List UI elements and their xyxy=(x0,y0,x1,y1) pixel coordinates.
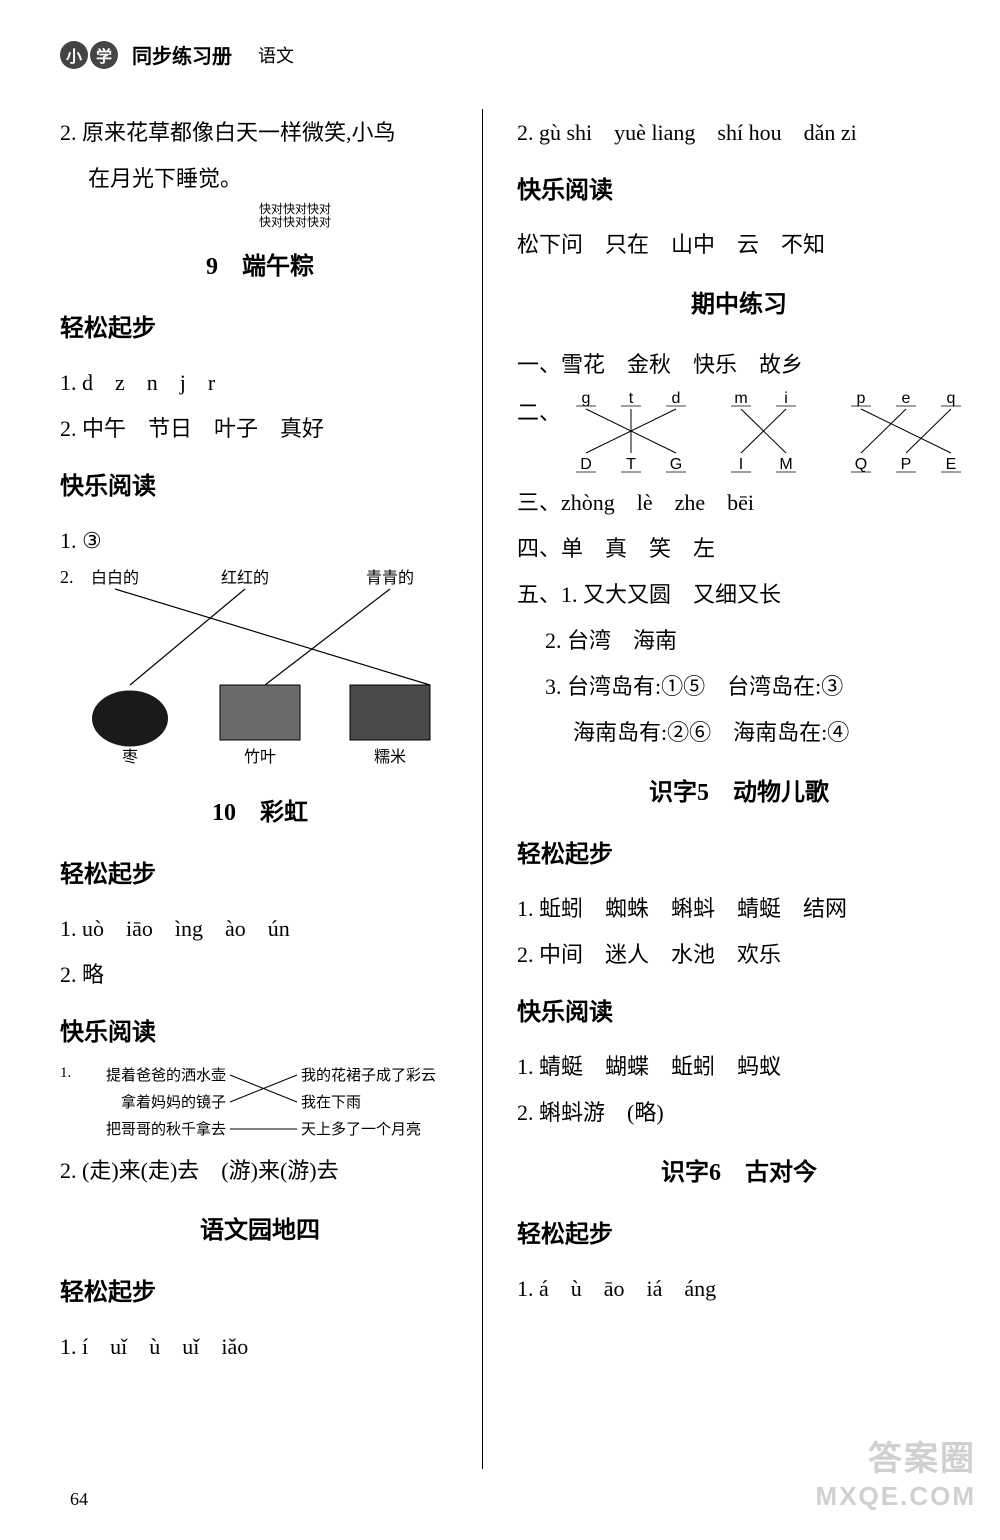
intro-line-2: 在月光下睡觉。 xyxy=(60,157,460,201)
left-column: 2. 原来花草都像白天一样微笑,小鸟 在月光下睡觉。 快对快对快对 快对快对快对… xyxy=(60,109,483,1469)
svg-text:拿着妈妈的镜子: 拿着妈妈的镜子 xyxy=(121,1093,226,1111)
svg-text:2.: 2. xyxy=(60,567,74,587)
match1-svg: 2. 白白的 红红的 青青的枣 竹叶 糯米 xyxy=(60,565,460,775)
shizi6-title: 识字6 古对今 xyxy=(517,1149,961,1197)
m5-2: 2. 台湾 海南 xyxy=(517,619,961,663)
heading-kuaile-sz5: 快乐阅读 xyxy=(517,989,961,1037)
svg-text:红红的: 红红的 xyxy=(221,569,269,587)
r-poem: 松下问 只在 山中 云 不知 xyxy=(517,223,961,267)
svg-text:把哥哥的秋千拿去: 把哥哥的秋千拿去 xyxy=(106,1120,226,1138)
heading-kuaile-9: 快乐阅读 xyxy=(60,463,460,511)
svg-text:I: I xyxy=(739,456,743,473)
sz5-2: 2. 中间 迷人 水池 欢乐 xyxy=(517,933,961,977)
m3: 三、zhòng lè zhe bēi xyxy=(517,481,961,525)
sz5-k1: 1. 蜻蜓 蝴蝶 蚯蚓 蚂蚁 xyxy=(517,1045,961,1089)
svg-text:糯米: 糯米 xyxy=(374,748,406,766)
svg-text:P: P xyxy=(901,456,912,473)
svg-text:天上多了一个月亮: 天上多了一个月亮 xyxy=(301,1121,421,1138)
watermark-1: 答案圈 xyxy=(868,1431,976,1480)
s10-line-2: 2. 略 xyxy=(60,953,460,997)
svg-text:我在下雨: 我在下雨 xyxy=(301,1094,361,1111)
header-title: 同步练习册 xyxy=(132,40,232,69)
right-column: 2. gù shi yuè liang shí hou dǎn zi 快乐阅读 … xyxy=(503,109,961,1469)
svg-text:青青的: 青青的 xyxy=(366,569,414,587)
svg-text:e: e xyxy=(902,390,911,407)
header-subject: 语文 xyxy=(258,42,294,68)
m1: 一、雪花 金秋 快乐 故乡 xyxy=(517,343,961,387)
heading-qingsong-9: 轻松起步 xyxy=(60,305,460,353)
svg-text:p: p xyxy=(857,390,866,407)
badge-char-1: 小 xyxy=(60,41,88,69)
m4: 四、单 真 笑 左 xyxy=(517,527,961,571)
svg-text:D: D xyxy=(580,456,592,473)
heading-qingsong-sz6: 轻松起步 xyxy=(517,1211,961,1259)
svg-text:枣: 枣 xyxy=(122,748,138,766)
svg-text:我的花裙子成了彩云: 我的花裙子成了彩云 xyxy=(301,1067,436,1084)
m2-svg: g t d m i p e q D T G I M Q P E xyxy=(561,389,961,479)
svg-text:G: G xyxy=(670,456,682,473)
match-diagram-2: 1. 提着爸爸的洒水壶拿着妈妈的镜子把哥哥的秋千拿去我的花裙子成了彩云我在下雨天… xyxy=(60,1065,460,1147)
svg-text:q: q xyxy=(947,390,956,407)
svg-text:t: t xyxy=(629,390,634,407)
svg-text:E: E xyxy=(946,456,957,473)
s9-k-line-1: 1. ③ xyxy=(60,519,460,563)
heading-kuaile-10: 快乐阅读 xyxy=(60,1009,460,1057)
m2-row: 二、 g t d m i p e q D T G I M Q P E xyxy=(517,389,961,479)
svg-text:M: M xyxy=(779,456,792,473)
svg-text:竹叶: 竹叶 xyxy=(244,748,276,766)
m5-1: 五、1. 又大又圆 又细又长 xyxy=(517,573,961,617)
svg-text:Q: Q xyxy=(855,456,867,473)
svg-text:白白的: 白白的 xyxy=(91,569,139,587)
svg-text:m: m xyxy=(734,390,747,407)
svg-text:i: i xyxy=(784,390,788,407)
intro-line-1: 2. 原来花草都像白天一样微笑,小鸟 xyxy=(60,111,460,155)
match2-svg: 提着爸爸的洒水壶拿着妈妈的镜子把哥哥的秋千拿去 我的花裙子成了彩云我在下雨天上多了… xyxy=(71,1065,451,1147)
r-top-2: 2. gù shi yuè liang shí hou dǎn zi xyxy=(517,111,961,155)
badge-char-2: 学 xyxy=(90,41,118,69)
heading-qingsong-sz5: 轻松起步 xyxy=(517,831,961,879)
section-10-title: 10 彩虹 xyxy=(60,789,460,837)
m5-3b: 海南岛有:②⑥ 海南岛在:④ xyxy=(517,711,961,755)
header-badge: 小 学 xyxy=(60,41,118,69)
sz5-1: 1. 蚯蚓 蜘蛛 蝌蚪 蜻蜓 结网 xyxy=(517,887,961,931)
heading-kuaile-top: 快乐阅读 xyxy=(517,167,961,215)
section-9-title: 9 端午粽 xyxy=(60,243,460,291)
svg-text:T: T xyxy=(626,456,636,473)
sz5-k2: 2. 蝌蚪游 (略) xyxy=(517,1091,961,1135)
match-diagram-1: 2. 白白的 红红的 青青的枣 竹叶 糯米 xyxy=(60,565,460,775)
m2-label: 二、 xyxy=(517,391,561,435)
sz6-1: 1. á ù āo iá áng xyxy=(517,1267,961,1311)
svg-text:g: g xyxy=(582,390,591,407)
svg-text:d: d xyxy=(672,390,681,407)
midterm-title: 期中练习 xyxy=(517,281,961,329)
s10-k-line-2: 2. (走)来(走)去 (游)来(游)去 xyxy=(60,1149,460,1193)
page-header: 小 学 同步练习册 语文 xyxy=(60,40,940,69)
heading-qingsong-10: 轻松起步 xyxy=(60,851,460,899)
s9-line-2: 2. 中午 节日 叶子 真好 xyxy=(60,407,460,451)
content-columns: 2. 原来花草都像白天一样微笑,小鸟 在月光下睡觉。 快对快对快对 快对快对快对… xyxy=(60,109,940,1469)
m5-3a: 3. 台湾岛有:①⑤ 台湾岛在:③ xyxy=(517,665,961,709)
tiny-note: 快对快对快对 快对快对快对 xyxy=(130,203,460,229)
page-number: 64 xyxy=(70,1489,88,1510)
s10-line-1: 1. uò iāo ìng ào ún xyxy=(60,907,460,951)
watermark-2: MXQE.COM xyxy=(816,1481,976,1512)
heading-qingsong-yd: 轻松起步 xyxy=(60,1269,460,1317)
yuandi-title: 语文园地四 xyxy=(60,1207,460,1255)
s9-line-1: 1. d z n j r xyxy=(60,361,460,405)
svg-text:提着爸爸的洒水壶: 提着爸爸的洒水壶 xyxy=(106,1066,226,1084)
shizi5-title: 识字5 动物儿歌 xyxy=(517,769,961,817)
yd-line-1: 1. í uǐ ù uǐ iǎo xyxy=(60,1325,460,1369)
